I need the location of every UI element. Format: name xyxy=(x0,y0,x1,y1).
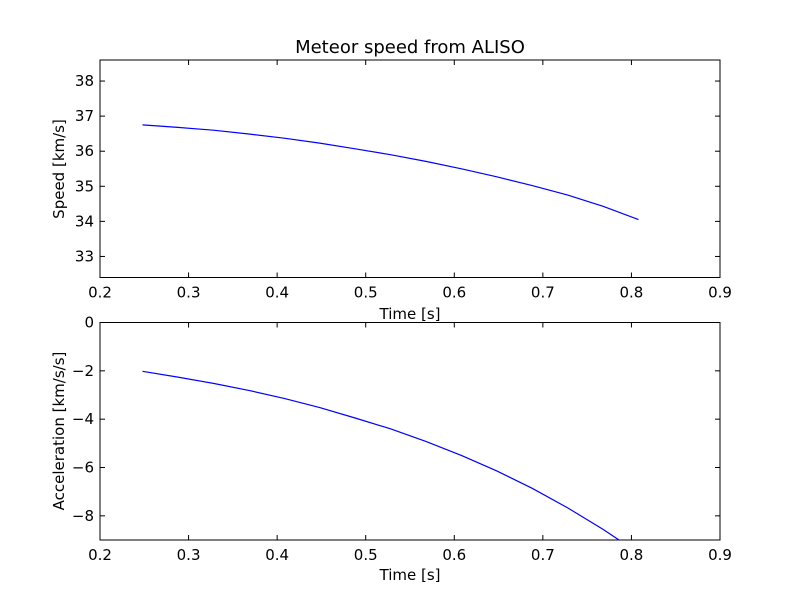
speed-x-axis-label: Time [s] xyxy=(379,305,441,323)
acceleration-y-ticks: 0 −2 −4 −6 −8 xyxy=(72,314,720,525)
chart-title: Meteor speed from ALISO xyxy=(295,37,525,58)
acceleration-subplot: 0.2 0.3 0.4 0.5 0.6 0.7 0.8 0.9 0 −2 −4 −6 −8 Time … xyxy=(50,314,732,585)
acceleration-x-tick-label: 0.9 xyxy=(708,546,732,564)
acceleration-y-tick-label: −4 xyxy=(72,410,94,428)
acceleration-x-tick-label: 0.3 xyxy=(177,546,201,564)
speed-x-tick-label: 0.9 xyxy=(708,284,732,302)
speed-x-tick-label: 0.5 xyxy=(354,284,378,302)
speed-series-line xyxy=(142,124,639,221)
acceleration-y-axis-label: Acceleration [km/s/s] xyxy=(50,352,68,511)
acceleration-y-tick-label: −2 xyxy=(72,362,94,380)
speed-y-ticks: 33 34 35 36 37 38 xyxy=(75,72,720,265)
acceleration-x-tick-label: 0.4 xyxy=(265,546,289,564)
acceleration-x-ticks: 0.2 0.3 0.4 0.5 0.6 0.7 0.8 0.9 xyxy=(88,322,732,564)
acceleration-y-tick-label: −8 xyxy=(72,507,94,525)
speed-y-tick-label: 35 xyxy=(75,177,94,195)
speed-y-axis-label: Speed [km/s] xyxy=(50,119,68,219)
acceleration-x-tick-label: 0.8 xyxy=(619,546,643,564)
speed-y-tick-label: 33 xyxy=(75,247,94,265)
speed-y-tick-label: 34 xyxy=(75,212,94,230)
speed-x-ticks: 0.2 0.3 0.4 0.5 0.6 0.7 0.8 0.9 xyxy=(88,60,732,302)
acceleration-x-tick-label: 0.6 xyxy=(442,546,466,564)
acceleration-series-line xyxy=(142,370,620,541)
speed-y-tick-label: 38 xyxy=(75,72,94,90)
acceleration-y-tick-label: 0 xyxy=(84,314,94,332)
speed-y-tick-label: 36 xyxy=(75,142,94,160)
speed-x-tick-label: 0.3 xyxy=(177,284,201,302)
speed-plot-frame xyxy=(99,59,721,278)
acceleration-x-tick-label: 0.7 xyxy=(531,546,555,564)
acceleration-x-tick-label: 0.5 xyxy=(354,546,378,564)
speed-x-tick-label: 0.4 xyxy=(265,284,289,302)
acceleration-x-axis-label: Time [s] xyxy=(379,566,441,584)
speed-x-tick-label: 0.6 xyxy=(442,284,466,302)
speed-x-tick-label: 0.2 xyxy=(88,284,112,302)
acceleration-x-tick-label: 0.2 xyxy=(88,546,112,564)
speed-x-tick-label: 0.8 xyxy=(619,284,643,302)
speed-y-tick-label: 37 xyxy=(75,107,94,125)
speed-subplot: Meteor speed from ALISO 0.2 0.3 0.4 0.5 0.6 0… xyxy=(50,37,732,323)
speed-x-tick-label: 0.7 xyxy=(531,284,555,302)
acceleration-y-tick-label: −6 xyxy=(72,459,94,477)
acceleration-plot-frame xyxy=(99,322,721,541)
